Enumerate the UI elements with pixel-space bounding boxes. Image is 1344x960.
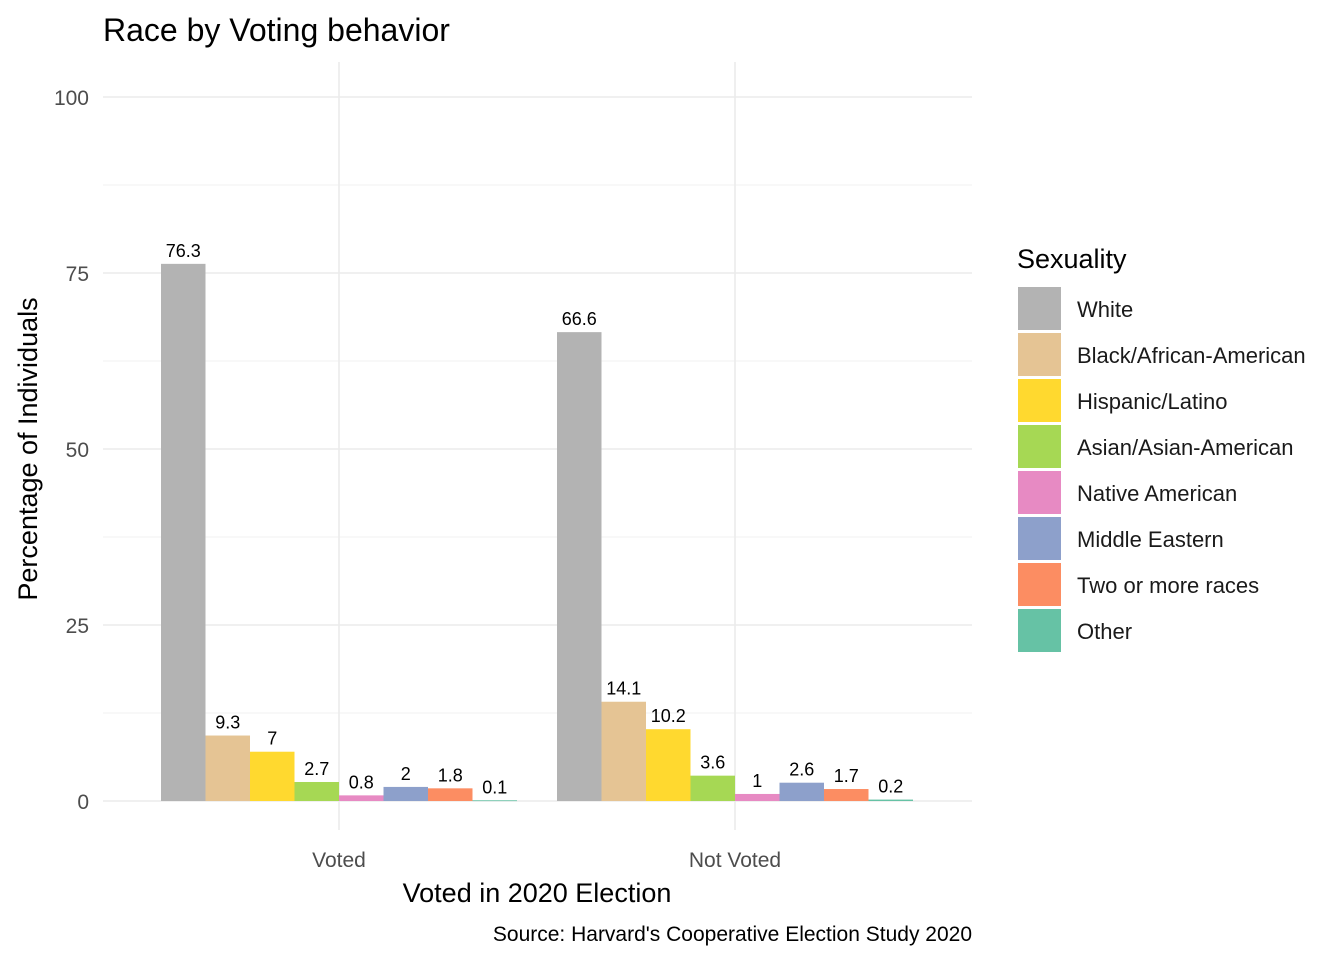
legend-swatch [1018, 471, 1061, 514]
legend-swatch [1018, 287, 1061, 330]
legend-item: Black/African-American [1018, 333, 1306, 376]
y-axis-ticks: 0 25 50 75 100 [54, 87, 89, 814]
bar-value-label: 10.2 [651, 706, 686, 726]
legend-swatch [1018, 563, 1061, 606]
bar-value-label: 3.6 [700, 753, 725, 773]
bar-value-label: 0.1 [482, 777, 507, 797]
y-tick-label: 50 [66, 439, 89, 462]
bar [339, 795, 384, 801]
source-caption: Source: Harvard's Cooperative Election S… [493, 923, 972, 946]
bar [868, 799, 913, 801]
bar [779, 782, 824, 801]
bar [735, 793, 780, 801]
bar [250, 751, 295, 801]
x-tick-label: Not Voted [689, 849, 781, 872]
legend-swatch [1018, 425, 1061, 468]
legend: Sexuality White Black/African-American His… [1017, 244, 1306, 652]
bar-value-label: 2.7 [304, 759, 329, 779]
bar-value-label: 14.1 [606, 679, 641, 699]
bar-value-label: 1.7 [834, 766, 859, 786]
legend-title: Sexuality [1017, 244, 1127, 274]
legend-items: White Black/African-American Hispanic/Lati… [1018, 287, 1306, 652]
bar [824, 789, 869, 801]
bar [557, 332, 602, 801]
bar-value-label: 0.8 [349, 772, 374, 792]
y-tick-label: 0 [77, 791, 89, 814]
bar [601, 701, 646, 801]
legend-label: Asian/Asian-American [1077, 435, 1293, 460]
bar [294, 781, 339, 801]
y-tick-label: 75 [66, 263, 89, 286]
x-axis-title: Voted in 2020 Election [403, 878, 672, 908]
bar-value-label: 1.8 [438, 765, 463, 785]
bar [383, 786, 428, 801]
legend-swatch [1018, 609, 1061, 652]
bar [690, 775, 735, 801]
x-axis-ticks: Voted Not Voted [312, 849, 781, 872]
bar-value-label: 2.6 [789, 760, 814, 780]
bar-labels: 76.3 9.3 7 2.7 0.8 2 1.8 0.1 66.6 14.1 10.2 3.6 1 2.6… [166, 241, 904, 797]
legend-label: Middle Eastern [1077, 527, 1224, 552]
legend-label: Other [1077, 619, 1132, 644]
y-tick-label: 100 [54, 87, 89, 110]
legend-label: Native American [1077, 481, 1237, 506]
y-axis-title: Percentage of Individuals [13, 297, 43, 600]
legend-swatch [1018, 517, 1061, 560]
bar [205, 735, 250, 801]
legend-label: Black/African-American [1077, 343, 1306, 368]
bar-value-label: 1 [752, 771, 762, 791]
x-tick-label: Voted [312, 849, 366, 872]
bar-value-label: 0.2 [878, 777, 903, 797]
bar-value-label: 9.3 [215, 713, 240, 733]
legend-item: Hispanic/Latino [1018, 379, 1227, 422]
legend-label: White [1077, 297, 1133, 322]
bar-value-label: 66.6 [562, 309, 597, 329]
bar [646, 729, 691, 801]
legend-swatch [1018, 333, 1061, 376]
legend-item: Native American [1018, 471, 1237, 514]
bar-value-label: 76.3 [166, 241, 201, 261]
bar [428, 788, 473, 801]
bars [161, 263, 913, 802]
legend-item: White [1018, 287, 1133, 330]
legend-swatch [1018, 379, 1061, 422]
bar-value-label: 7 [267, 729, 277, 749]
legend-item: Other [1018, 609, 1132, 652]
bar-value-label: 2 [401, 764, 411, 784]
legend-label: Hispanic/Latino [1077, 389, 1227, 414]
legend-item: Middle Eastern [1018, 517, 1224, 560]
legend-item: Asian/Asian-American [1018, 425, 1293, 468]
bar [472, 800, 517, 802]
y-tick-label: 25 [66, 615, 89, 638]
legend-item: Two or more races [1018, 563, 1259, 606]
chart-title: Race by Voting behavior [103, 12, 450, 48]
legend-label: Two or more races [1077, 573, 1259, 598]
bar [161, 263, 206, 801]
